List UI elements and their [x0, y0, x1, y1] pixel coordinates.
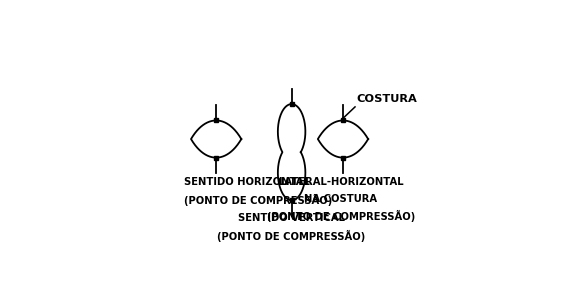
Text: (PONTO DE COMPRESSÃO): (PONTO DE COMPRESSÃO)	[184, 194, 333, 206]
Text: SENTIDO HORIZONTAL: SENTIDO HORIZONTAL	[184, 177, 310, 187]
Text: (PONTO DE COMPRESSÃO): (PONTO DE COMPRESSÃO)	[267, 210, 415, 222]
Text: LATERAL-HORIZONTAL: LATERAL-HORIZONTAL	[278, 177, 403, 187]
Text: COSTURA: COSTURA	[356, 94, 417, 104]
Text: (PONTO DE COMPRESSÃO): (PONTO DE COMPRESSÃO)	[217, 230, 366, 242]
Text: NA COSTURA: NA COSTURA	[304, 194, 377, 204]
Text: SENTIDO VERTICAL: SENTIDO VERTICAL	[238, 213, 345, 224]
